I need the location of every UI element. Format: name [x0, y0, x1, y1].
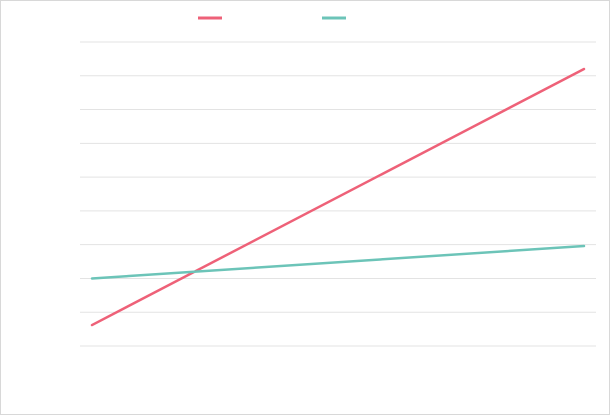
series-line: [90, 67, 586, 327]
series-line: [90, 244, 586, 280]
